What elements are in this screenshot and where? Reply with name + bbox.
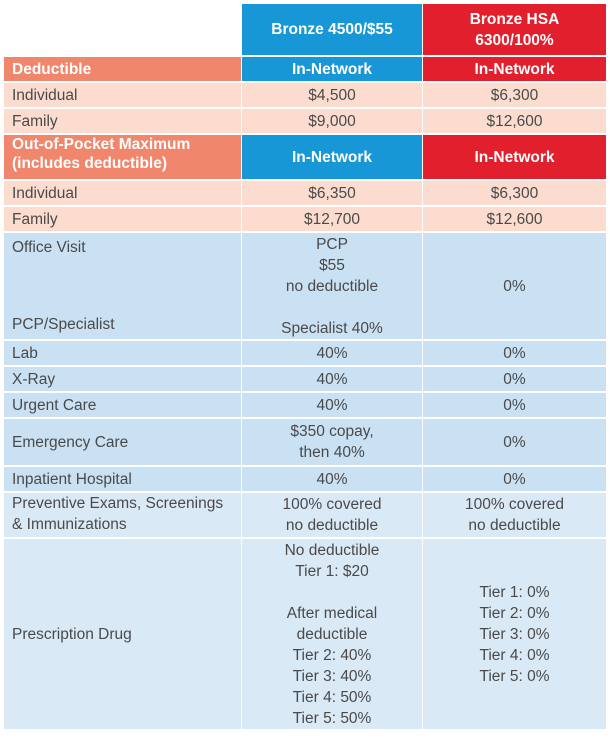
office-visit-line: PCP	[316, 235, 348, 253]
row-value: 0%	[423, 467, 606, 491]
row-label: X-Ray	[4, 367, 241, 391]
row-value: $12,600	[423, 109, 606, 133]
oop-section-title: Out-of-Pocket Maximum (includes deductib…	[4, 135, 241, 179]
rx-line: No deductible	[284, 541, 380, 559]
row-label-line: & Immunizations	[12, 516, 127, 533]
oop-plan2-network: In-Network	[423, 135, 606, 179]
row-value-line: 100% covered	[464, 496, 565, 513]
preventive-plan2: 100% covered no deductible	[423, 493, 606, 537]
row-value-line: then 40%	[299, 444, 365, 461]
header-empty-cell	[4, 4, 241, 55]
row-value: 0%	[423, 367, 606, 391]
oop-title-line1: Out-of-Pocket Maximum	[12, 136, 191, 153]
office-visit-label: Office Visit PCP/Specialist	[4, 233, 241, 339]
row-value: 40%	[242, 467, 422, 491]
row-value: $4,500	[242, 83, 422, 107]
rx-line: Tier 4: 0%	[479, 646, 550, 664]
office-visit-plan1: PCP $55 no deductible Specialist 40%	[242, 233, 422, 339]
network-label: In-Network	[291, 148, 373, 166]
row-value-line: 100% covered	[282, 496, 382, 513]
row-value: $9,000	[242, 109, 422, 133]
plan2-name-line1: Bronze HSA	[469, 10, 560, 28]
plan1-name: Bronze 4500/$55	[271, 21, 393, 38]
prescription-label: Prescription Drug	[4, 539, 241, 729]
row-label: Urgent Care	[4, 393, 241, 417]
plan1-header: Bronze 4500/$55	[242, 4, 422, 55]
row-value: $12,600	[423, 207, 606, 231]
row-value: $12,700	[242, 207, 422, 231]
oop-plan1-network: In-Network	[242, 135, 422, 179]
rx-line: Tier 1: 0%	[479, 583, 550, 601]
rx-line: Tier 4: 50%	[292, 688, 372, 706]
network-label: In-Network	[291, 60, 373, 78]
row-label: Lab	[4, 341, 241, 365]
row-value-line: $350 copay,	[290, 423, 374, 440]
row-value: 0%	[423, 419, 606, 465]
row-value: 40%	[242, 341, 422, 365]
rx-line: Tier 3: 0%	[479, 625, 550, 643]
deductible-plan2-network: In-Network	[423, 57, 606, 81]
rx-line: Tier 2: 40%	[292, 646, 372, 664]
preventive-plan1: 100% covered no deductible	[242, 493, 422, 537]
network-label: In-Network	[474, 148, 555, 166]
row-label: Family	[4, 109, 241, 133]
prescription-plan2: Tier 1: 0% Tier 2: 0% Tier 3: 0% Tier 4:…	[423, 539, 606, 729]
deductible-plan1-network: In-Network	[242, 57, 422, 81]
office-visit-label-top: Office Visit	[12, 239, 86, 256]
plan2-name-line2: 6300/100%	[475, 31, 554, 49]
row-label-line: Preventive Exams, Screenings	[12, 495, 224, 512]
rx-line: Tier 3: 40%	[292, 667, 372, 685]
row-value: $6,300	[423, 181, 606, 205]
row-value: 40%	[242, 367, 422, 391]
oop-title-line2: (includes deductible)	[12, 155, 168, 172]
emergency-plan1: $350 copay, then 40%	[242, 419, 422, 465]
row-label: Inpatient Hospital	[4, 467, 241, 491]
rx-line: Tier 1: $20	[295, 562, 369, 580]
network-label: In-Network	[474, 60, 555, 78]
rx-line: After medical	[286, 604, 378, 622]
office-visit-plan2: 0%	[423, 233, 606, 339]
office-visit-label-bottom: PCP/Specialist	[12, 316, 115, 333]
row-label: Individual	[4, 83, 241, 107]
row-label: Emergency Care	[4, 419, 241, 465]
rx-line: Tier 5: 50%	[292, 709, 372, 727]
row-value: $6,300	[423, 83, 606, 107]
rx-line: deductible	[296, 625, 368, 643]
deductible-section-title: Deductible	[4, 57, 241, 81]
row-value: $6,350	[242, 181, 422, 205]
row-value: 0%	[423, 393, 606, 417]
office-visit-line: $55	[319, 256, 345, 274]
row-value-line: no deductible	[468, 517, 561, 534]
benefits-table: Bronze 4500/$55 Bronze HSA 6300/100% Ded…	[4, 4, 606, 729]
preventive-label: Preventive Exams, Screenings & Immunizat…	[4, 493, 241, 537]
plan2-header: Bronze HSA 6300/100%	[423, 4, 606, 55]
row-value: 0%	[423, 341, 606, 365]
row-value: 40%	[242, 393, 422, 417]
row-value-line: no deductible	[285, 517, 379, 534]
row-label: Family	[4, 207, 241, 231]
deductible-title-text: Deductible	[12, 60, 92, 78]
prescription-plan1: No deductible Tier 1: $20 After medical …	[242, 539, 422, 729]
office-visit-line: no deductible	[285, 277, 379, 295]
row-label: Individual	[4, 181, 241, 205]
rx-line: Tier 2: 0%	[479, 604, 550, 622]
office-visit-line: Specialist 40%	[281, 319, 383, 337]
rx-line: Tier 5: 0%	[479, 667, 550, 685]
